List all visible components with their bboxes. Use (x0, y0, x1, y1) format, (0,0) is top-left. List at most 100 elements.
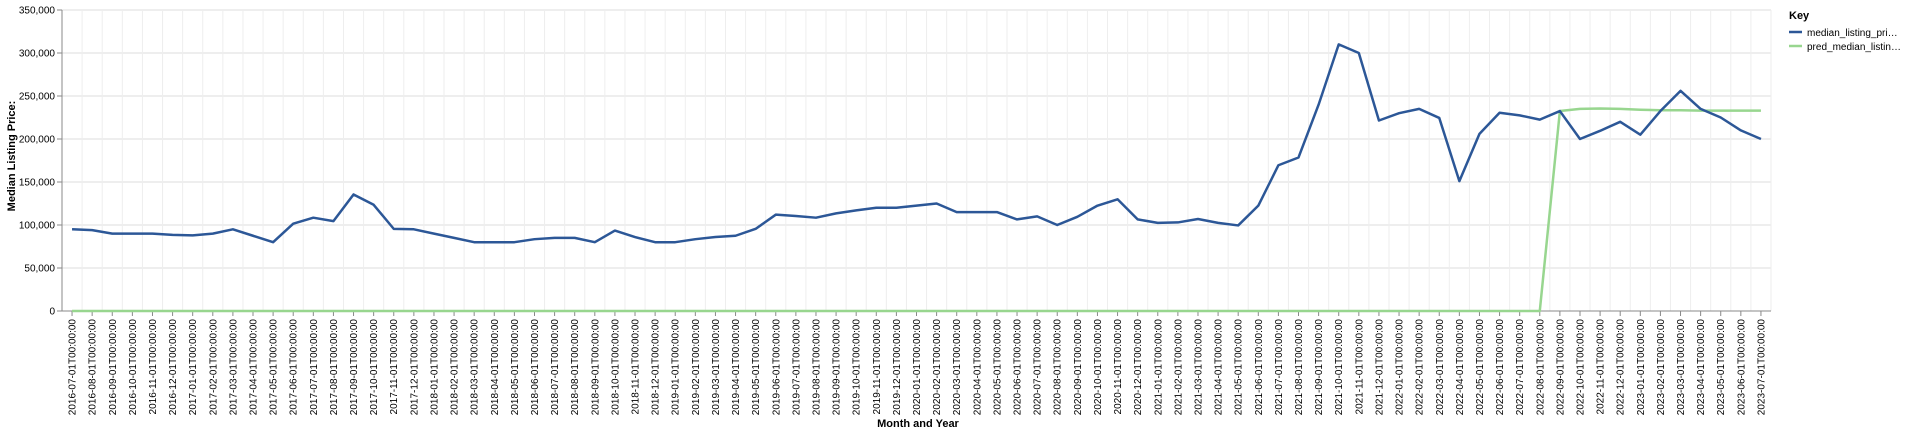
x-tick-label: 2020-01-01T00:00:00 (912, 319, 923, 416)
x-tick-label: 2017-03-01T00:00:00 (228, 319, 239, 416)
x-tick-label: 2019-12-01T00:00:00 (892, 319, 903, 416)
x-tick-label: 2022-05-01T00:00:00 (1475, 319, 1486, 416)
x-tick-label: 2018-11-01T00:00:00 (631, 319, 642, 415)
x-tick-label: 2022-08-01T00:00:00 (1535, 319, 1546, 416)
x-tick-label: 2019-07-01T00:00:00 (791, 319, 802, 416)
x-tick-label: 2019-03-01T00:00:00 (711, 319, 722, 416)
x-tick-label: 2019-09-01T00:00:00 (832, 319, 843, 416)
x-tick-label: 2016-08-01T00:00:00 (88, 319, 99, 416)
x-tick-label: 2017-09-01T00:00:00 (349, 319, 360, 416)
x-tick-label: 2018-12-01T00:00:00 (651, 319, 662, 416)
y-tick-label: 350,000 (19, 6, 56, 17)
x-tick-label: 2018-05-01T00:00:00 (510, 319, 521, 416)
legend-label-median: median_listing_pri… (1807, 28, 1898, 39)
x-tick-label: 2023-04-01T00:00:00 (1696, 319, 1707, 416)
x-tick-label: 2018-03-01T00:00:00 (470, 319, 481, 416)
x-tick-label: 2021-03-01T00:00:00 (1193, 319, 1204, 416)
x-tick-label: 2020-07-01T00:00:00 (1033, 319, 1044, 416)
y-axis: 0 50,000 100,000 150,000 200,000 250,000 300,0… (19, 6, 63, 318)
x-tick-label: 2016-11-01T00:00:00 (148, 319, 159, 415)
grid-lines (61, 9, 1772, 312)
y-tick-label: 200,000 (19, 135, 56, 146)
x-tick-label: 2023-03-01T00:00:00 (1676, 319, 1687, 416)
series-layer (71, 43, 1762, 313)
y-tick-label: 150,000 (19, 178, 56, 189)
x-tick-label: 2019-08-01T00:00:00 (811, 319, 822, 416)
x-axis-title: Month and Year (877, 418, 959, 430)
x-tick-label: 2017-01-01T00:00:00 (188, 319, 199, 416)
x-tick-label: 2022-10-01T00:00:00 (1575, 319, 1586, 416)
x-tick-label: 2018-09-01T00:00:00 (590, 319, 601, 416)
x-tick-label: 2017-05-01T00:00:00 (269, 319, 280, 416)
x-tick-label: 2023-07-01T00:00:00 (1756, 319, 1767, 416)
x-tick-label: 2023-05-01T00:00:00 (1716, 319, 1727, 416)
x-tick-label: 2017-12-01T00:00:00 (409, 319, 420, 416)
x-tick-label: 2018-02-01T00:00:00 (450, 319, 461, 416)
x-tick-label: 2020-06-01T00:00:00 (1013, 319, 1024, 416)
x-tick-label: 2020-05-01T00:00:00 (992, 319, 1003, 416)
x-tick-label: 2022-01-01T00:00:00 (1395, 319, 1406, 416)
x-axis: 2016-07-01T00:00:00 2016-08-01T00:00:00 20… (62, 310, 1771, 416)
x-tick-label: 2019-05-01T00:00:00 (751, 319, 762, 416)
series-line-pred (72, 107, 1761, 313)
x-tick-label: 2022-11-01T00:00:00 (1596, 319, 1607, 415)
x-tick-label: 2018-07-01T00:00:00 (550, 319, 561, 416)
x-tick-label: 2020-11-01T00:00:00 (1113, 319, 1124, 415)
x-tick-label: 2021-12-01T00:00:00 (1374, 319, 1385, 416)
x-tick-label: 2020-04-01T00:00:00 (972, 319, 983, 416)
x-tick-label: 2018-04-01T00:00:00 (490, 319, 501, 416)
x-tick-label: 2017-02-01T00:00:00 (208, 319, 219, 416)
x-tick-label: 2022-04-01T00:00:00 (1455, 319, 1466, 416)
x-tick-label: 2017-08-01T00:00:00 (329, 319, 340, 416)
x-tick-label: 2021-10-01T00:00:00 (1334, 319, 1345, 416)
x-tick-label: 2017-10-01T00:00:00 (369, 319, 380, 416)
x-tick-label: 2023-01-01T00:00:00 (1636, 319, 1647, 416)
x-tick-label: 2021-08-01T00:00:00 (1294, 319, 1305, 416)
x-tick-label: 2018-06-01T00:00:00 (530, 319, 541, 416)
x-tick-label: 2020-08-01T00:00:00 (1053, 319, 1064, 416)
legend: Key median_listing_pri… pred_median_list… (1789, 10, 1901, 53)
x-tick-label: 2022-12-01T00:00:00 (1616, 319, 1627, 416)
y-tick-label: 250,000 (19, 92, 56, 103)
x-tick-label: 2019-01-01T00:00:00 (671, 319, 682, 416)
x-tick-label: 2017-07-01T00:00:00 (309, 319, 320, 416)
x-tick-label: 2016-07-01T00:00:00 (68, 319, 79, 416)
y-tick-label: 50,000 (24, 264, 55, 275)
x-tick-label: 2021-04-01T00:00:00 (1214, 319, 1225, 416)
x-tick-label: 2019-10-01T00:00:00 (852, 319, 863, 416)
x-tick-label: 2023-02-01T00:00:00 (1656, 319, 1667, 416)
x-tick-label: 2018-08-01T00:00:00 (570, 319, 581, 416)
x-tick-label: 2022-09-01T00:00:00 (1555, 319, 1566, 416)
x-tick-label: 2016-09-01T00:00:00 (108, 319, 119, 416)
x-tick-label: 2021-02-01T00:00:00 (1173, 319, 1184, 416)
legend-title: Key (1789, 10, 1810, 22)
x-tick-label: 2020-09-01T00:00:00 (1073, 319, 1084, 416)
y-tick-label: 100,000 (19, 221, 56, 232)
x-tick-label: 2022-06-01T00:00:00 (1495, 319, 1506, 416)
y-tick-label: 0 (49, 307, 55, 318)
x-tick-label: 2021-01-01T00:00:00 (1153, 319, 1164, 416)
series-line-median (71, 43, 1762, 244)
x-tick-label: 2023-06-01T00:00:00 (1736, 319, 1747, 416)
x-tick-label: 2018-01-01T00:00:00 (429, 319, 440, 416)
x-tick-label: 2021-05-01T00:00:00 (1234, 319, 1245, 416)
y-axis-title: Median Listing Price: (6, 101, 18, 212)
x-tick-label: 2021-06-01T00:00:00 (1254, 319, 1265, 416)
x-tick-label: 2020-10-01T00:00:00 (1093, 319, 1104, 416)
x-tick-label: 2021-09-01T00:00:00 (1314, 319, 1325, 416)
x-tick-label: 2016-10-01T00:00:00 (128, 319, 139, 416)
x-tick-label: 2021-11-01T00:00:00 (1354, 319, 1365, 415)
x-tick-label: 2020-03-01T00:00:00 (952, 319, 963, 416)
legend-label-pred: pred_median_listin… (1807, 42, 1901, 53)
x-tick-label: 2017-11-01T00:00:00 (389, 319, 400, 415)
x-tick-label: 2017-04-01T00:00:00 (249, 319, 260, 416)
x-tick-label: 2022-07-01T00:00:00 (1515, 319, 1526, 416)
x-tick-label: 2021-07-01T00:00:00 (1274, 319, 1285, 416)
x-tick-label: 2020-12-01T00:00:00 (1133, 319, 1144, 416)
x-tick-label: 2019-02-01T00:00:00 (691, 319, 702, 416)
x-tick-label: 2019-04-01T00:00:00 (731, 319, 742, 416)
x-tick-label: 2018-10-01T00:00:00 (610, 319, 621, 416)
x-tick-label: 2022-03-01T00:00:00 (1435, 319, 1446, 416)
x-tick-label: 2019-11-01T00:00:00 (872, 319, 883, 415)
